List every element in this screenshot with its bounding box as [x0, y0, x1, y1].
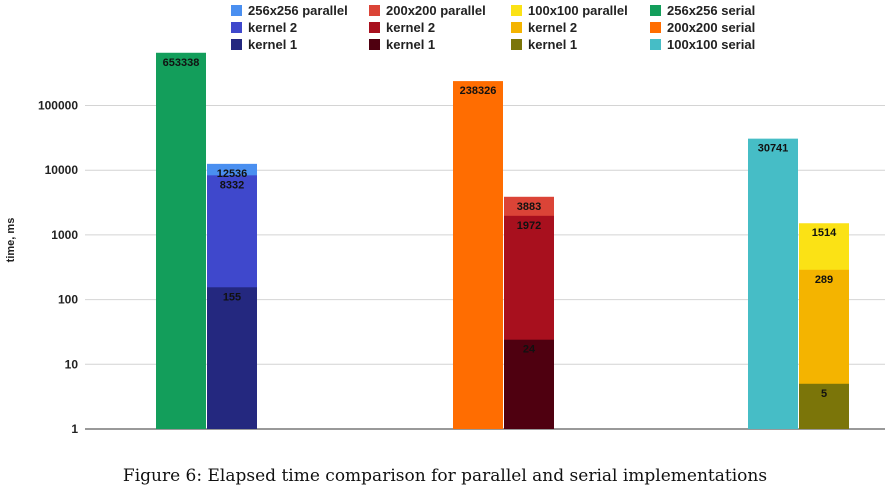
bar-segment [207, 287, 257, 429]
legend-swatch [650, 38, 661, 50]
data-label: 30741 [758, 143, 789, 155]
legend-label: kernel 1 [248, 36, 298, 52]
data-label: 12536 [217, 168, 248, 180]
data-label: 1514 [812, 227, 837, 239]
data-label: 289 [815, 274, 833, 286]
legend-swatch [511, 4, 522, 16]
legend-item: kernel 2 [369, 19, 435, 35]
y-tick-label: 10000 [45, 163, 79, 177]
chart-canvas: 1 10 100 1000 10000 100000 time, ms 653338 155 83… [5, 52, 885, 436]
y-axis-title: time, ms [5, 218, 17, 263]
data-label: 155 [223, 291, 241, 303]
figure-caption: Figure 6: Elapsed time comparison for pa… [122, 466, 768, 486]
legend-item: kernel 1 [511, 36, 577, 52]
data-label: 5 [821, 388, 827, 400]
legend-swatch [511, 38, 522, 50]
y-tick-label: 1 [71, 422, 78, 436]
legend-swatch [369, 4, 380, 16]
legend-label: 100x100 parallel [528, 2, 628, 18]
legend-item: kernel 2 [231, 19, 297, 35]
data-label: 3883 [517, 201, 541, 213]
legend-item: kernel 1 [231, 36, 297, 52]
data-label: 8332 [220, 179, 244, 191]
legend-swatch [369, 38, 380, 50]
legend-label: 100x100 serial [667, 36, 756, 52]
legend-item: 100x100 parallel [511, 2, 628, 18]
y-tick-label: 10 [65, 357, 79, 371]
bar-segment [504, 339, 554, 429]
bar-serial [156, 52, 206, 429]
legend-item: 100x100 serial [650, 36, 755, 52]
legend-label: kernel 1 [386, 36, 436, 52]
legend-label: kernel 2 [386, 19, 436, 35]
legend-item: 256x256 serial [650, 2, 755, 18]
legend-item: kernel 2 [511, 19, 577, 35]
bar-serial [453, 81, 503, 429]
legend-label: kernel 1 [528, 36, 578, 52]
legend-swatch [650, 4, 661, 16]
bar-segment [799, 383, 849, 429]
bar-serial [748, 138, 798, 429]
legend-label: 256x256 parallel [248, 2, 348, 18]
data-label: 238326 [460, 85, 497, 97]
legend-item: 200x200 parallel [369, 2, 486, 18]
legend-label: 256x256 serial [667, 2, 756, 18]
y-tick-label: 100000 [38, 99, 78, 113]
legend-swatch [231, 21, 242, 33]
legend-label: kernel 2 [528, 19, 578, 35]
data-label: 653338 [163, 57, 200, 69]
legend-item: kernel 1 [369, 36, 435, 52]
data-label: 1972 [517, 220, 541, 232]
y-tick-label: 100 [58, 293, 78, 307]
legend-item: 200x200 serial [650, 19, 755, 35]
legend-label: kernel 2 [248, 19, 298, 35]
legend-swatch [369, 21, 380, 33]
legend-item: 256x256 parallel [231, 2, 348, 18]
y-tick-label: 1000 [51, 228, 78, 242]
legend-swatch [650, 21, 661, 33]
legend-swatch [511, 21, 522, 33]
legend-swatch [231, 4, 242, 16]
legend-label: 200x200 parallel [386, 2, 486, 18]
legend-label: 200x200 serial [667, 19, 756, 35]
legend-swatch [231, 38, 242, 50]
data-label: 24 [523, 344, 536, 356]
